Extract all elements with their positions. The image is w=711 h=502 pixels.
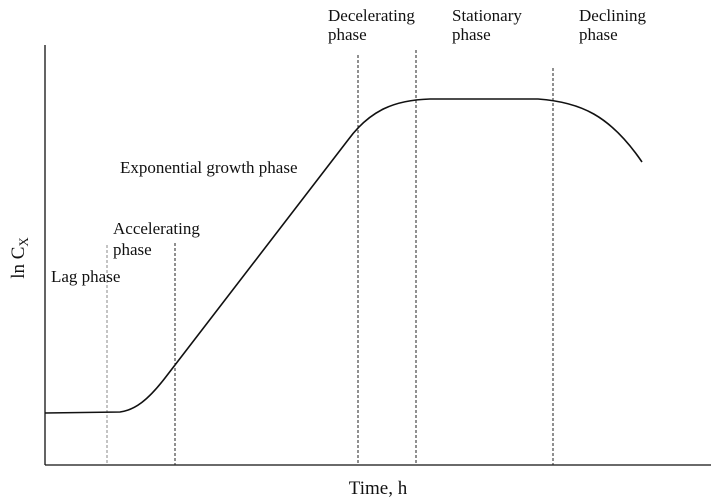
phase-label: Lag phase [51, 267, 120, 286]
x-axis-label: Time, h [349, 478, 408, 499]
phase-label: Exponential growth phase [120, 158, 298, 177]
phase-label: phase [113, 240, 152, 259]
phase-label: phase [579, 25, 618, 44]
phase-label: Stationary [452, 6, 522, 25]
phase-label: phase [452, 25, 491, 44]
phase-label: Declining [579, 6, 647, 25]
y-axis-subscript: X [16, 237, 31, 247]
phase-label: Decelerating [328, 6, 415, 25]
y-axis-label: ln CX [8, 237, 31, 279]
phase-label: phase [328, 25, 367, 44]
growth-curve [44, 98, 643, 414]
y-axis-text: ln C [8, 247, 29, 279]
phase-label: Accelerating [113, 219, 200, 238]
